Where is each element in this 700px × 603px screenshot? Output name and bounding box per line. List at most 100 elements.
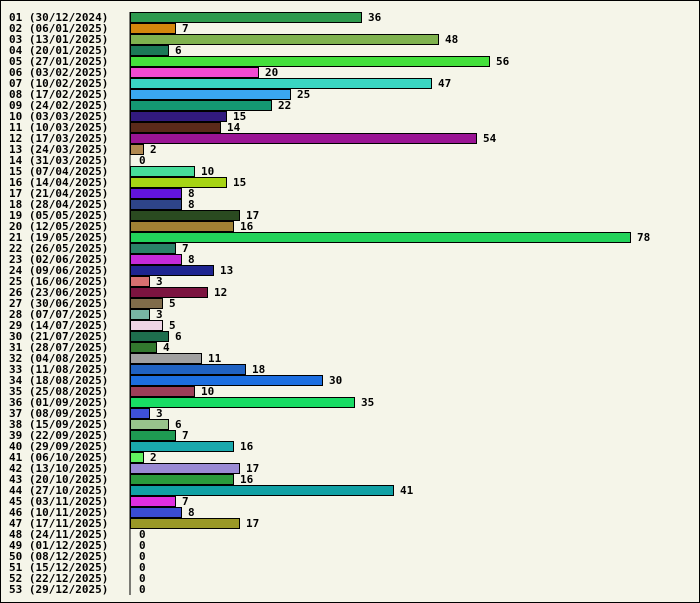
value-label: 10	[201, 165, 214, 178]
value-label: 56	[496, 55, 510, 68]
bar	[130, 111, 227, 122]
category-label: 36 (01/09/2025)	[9, 396, 108, 409]
bar	[130, 353, 202, 364]
value-label: 6	[175, 418, 182, 431]
bar	[130, 56, 490, 67]
bar	[130, 463, 240, 474]
value-label: 41	[400, 484, 414, 497]
bar	[130, 287, 208, 298]
value-label: 11	[208, 352, 222, 365]
bar	[130, 474, 234, 485]
value-label: 7	[182, 429, 189, 442]
category-label: 30 (21/07/2025)	[9, 330, 108, 343]
category-label: 10 (03/03/2025)	[9, 110, 108, 123]
category-label: 34 (18/08/2025)	[9, 374, 108, 387]
bar	[130, 518, 240, 529]
value-label: 6	[175, 44, 182, 57]
category-label: 21 (19/05/2025)	[9, 231, 108, 244]
category-label: 32 (04/08/2025)	[9, 352, 108, 365]
category-label: 44 (27/10/2025)	[9, 484, 108, 497]
value-label: 8	[188, 253, 195, 266]
bar	[130, 364, 246, 375]
value-label: 17	[246, 209, 259, 222]
value-label: 7	[182, 495, 189, 508]
bar	[130, 507, 182, 518]
value-label: 36	[368, 11, 382, 24]
category-label: 08 (17/02/2025)	[9, 88, 108, 101]
value-label: 0	[139, 561, 146, 574]
value-label: 0	[139, 154, 146, 167]
bar	[130, 243, 176, 254]
value-label: 0	[139, 539, 146, 552]
category-label: 01 (30/12/2024)	[9, 11, 108, 24]
bar	[130, 375, 323, 386]
value-label: 0	[139, 572, 146, 585]
category-label: 06 (03/02/2025)	[9, 66, 108, 79]
category-label: 33 (11/08/2025)	[9, 363, 108, 376]
bar	[130, 23, 176, 34]
category-label: 04 (20/01/2025)	[9, 44, 108, 57]
category-label: 41 (06/10/2025)	[9, 451, 108, 464]
bar	[130, 210, 240, 221]
value-label: 78	[637, 231, 650, 244]
category-label: 46 (10/11/2025)	[9, 506, 108, 519]
bar	[130, 419, 169, 430]
bar	[130, 34, 439, 45]
category-label: 24 (09/06/2025)	[9, 264, 108, 277]
value-label: 0	[139, 550, 146, 563]
value-label: 14	[227, 121, 241, 134]
value-label: 17	[246, 517, 259, 530]
category-label: 49 (01/12/2025)	[9, 539, 108, 552]
bar	[130, 122, 221, 133]
category-label: 39 (22/09/2025)	[9, 429, 108, 442]
value-label: 48	[445, 33, 458, 46]
value-label: 20	[265, 66, 278, 79]
category-label: 29 (14/07/2025)	[9, 319, 108, 332]
bar	[130, 452, 144, 463]
bar	[130, 408, 150, 419]
category-label: 19 (05/05/2025)	[9, 209, 108, 222]
bar	[130, 276, 150, 287]
bar	[130, 221, 234, 232]
category-label: 27 (30/06/2025)	[9, 297, 108, 310]
value-label: 10	[201, 385, 214, 398]
category-label: 22 (26/05/2025)	[9, 242, 108, 255]
value-label: 22	[278, 99, 291, 112]
category-label: 28 (07/07/2025)	[9, 308, 108, 321]
category-label: 51 (15/12/2025)	[9, 561, 108, 574]
bar	[130, 441, 234, 452]
category-label: 05 (27/01/2025)	[9, 55, 108, 68]
value-label: 35	[361, 396, 374, 409]
value-label: 16	[240, 473, 254, 486]
category-label: 35 (25/08/2025)	[9, 385, 108, 398]
category-label: 18 (28/04/2025)	[9, 198, 108, 211]
bar	[130, 496, 176, 507]
value-label: 3	[156, 308, 163, 321]
category-label: 48 (24/11/2025)	[9, 528, 108, 541]
category-label: 25 (16/06/2025)	[9, 275, 108, 288]
category-label: 16 (14/04/2025)	[9, 176, 108, 189]
value-label: 8	[188, 187, 195, 200]
category-label: 03 (13/01/2025)	[9, 33, 108, 46]
value-label: 13	[220, 264, 233, 277]
value-label: 3	[156, 275, 163, 288]
value-label: 16	[240, 220, 254, 233]
bar	[130, 199, 182, 210]
value-label: 0	[139, 583, 146, 596]
category-label: 52 (22/12/2025)	[9, 572, 108, 585]
bar	[130, 342, 157, 353]
value-label: 6	[175, 330, 182, 343]
category-label: 17 (21/04/2025)	[9, 187, 108, 200]
value-label: 54	[483, 132, 497, 145]
category-label: 02 (06/01/2025)	[9, 22, 108, 35]
value-label: 7	[182, 242, 189, 255]
category-label: 42 (13/10/2025)	[9, 462, 108, 475]
value-label: 18	[252, 363, 265, 376]
bar	[130, 309, 150, 320]
value-label: 12	[214, 286, 227, 299]
category-label: 14 (31/03/2025)	[9, 154, 108, 167]
category-label: 13 (24/03/2025)	[9, 143, 108, 156]
value-label: 17	[246, 462, 259, 475]
